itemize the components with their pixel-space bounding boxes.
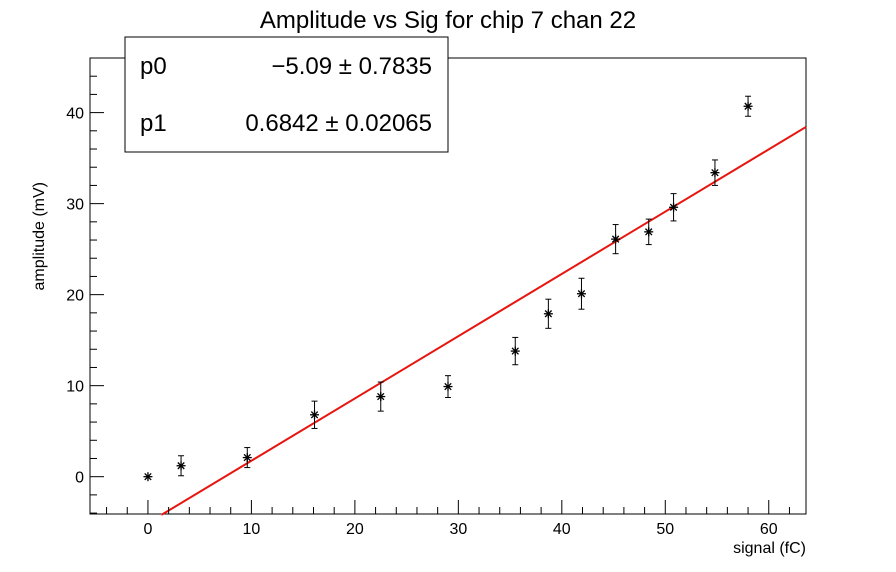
axes-layer: 0 10 20 30 40 50 60 0 10 20 30 40 xyxy=(66,57,790,538)
x-axis-label: signal (fC) xyxy=(733,540,806,557)
star-marker-stroke xyxy=(310,411,319,419)
y-axis-label: amplitude (mV) xyxy=(31,182,48,290)
x-tick-label: 10 xyxy=(243,521,261,538)
y-tick-label: 10 xyxy=(66,379,84,396)
fit-line xyxy=(160,126,807,516)
fit-layer xyxy=(160,126,807,516)
y-tick-label: 20 xyxy=(66,288,84,305)
data-point xyxy=(576,277,586,310)
star-marker-stroke xyxy=(243,453,251,462)
chart-title: Amplitude vs Sig for chip 7 chan 22 xyxy=(260,7,636,34)
data-point xyxy=(710,159,720,186)
star-marker-stroke xyxy=(645,228,653,236)
points-layer xyxy=(143,95,753,482)
star-marker-stroke xyxy=(144,472,152,481)
data-point xyxy=(543,298,553,329)
star-marker-stroke xyxy=(511,347,519,355)
x-tick-label: 40 xyxy=(553,521,571,538)
star-marker-stroke xyxy=(744,102,752,110)
stats-box: p0 −5.09 ± 0.7835 p1 0.6842 ± 0.02065 xyxy=(124,36,449,153)
x-tick-label: 20 xyxy=(346,521,364,538)
data-point xyxy=(611,224,621,255)
star-marker-stroke xyxy=(711,168,719,177)
stats-p0-value: −5.09 ± 0.7835 xyxy=(271,53,432,80)
y-tick-label: 0 xyxy=(75,470,84,487)
data-point xyxy=(443,375,453,398)
stats-box-frame xyxy=(124,36,449,153)
star-marker-stroke xyxy=(377,392,385,401)
star-marker-stroke xyxy=(177,462,185,470)
data-point xyxy=(743,95,753,117)
star-marker-stroke xyxy=(444,382,452,391)
stats-p1-value: 0.6842 ± 0.02065 xyxy=(245,110,432,137)
x-tick-label: 60 xyxy=(760,521,778,538)
x-tick-label: 30 xyxy=(449,521,467,538)
x-tick-label: 50 xyxy=(656,521,674,538)
stats-p1-name: p1 xyxy=(140,110,167,137)
star-marker-stroke xyxy=(669,203,678,211)
star-marker-stroke xyxy=(577,290,586,298)
star-marker-stroke xyxy=(611,235,620,243)
data-point xyxy=(310,400,320,429)
data-point xyxy=(242,447,252,469)
stats-p0-name: p0 xyxy=(140,53,167,80)
y-tick-label: 30 xyxy=(66,197,84,214)
star-marker-stroke xyxy=(544,310,553,318)
x-tick-label: 0 xyxy=(143,521,152,538)
data-point xyxy=(644,218,654,246)
data-point xyxy=(669,193,679,222)
y-tick-label: 40 xyxy=(66,106,84,123)
data-point xyxy=(376,381,386,412)
data-point xyxy=(176,455,186,477)
data-point xyxy=(510,336,520,366)
data-point xyxy=(143,472,153,482)
